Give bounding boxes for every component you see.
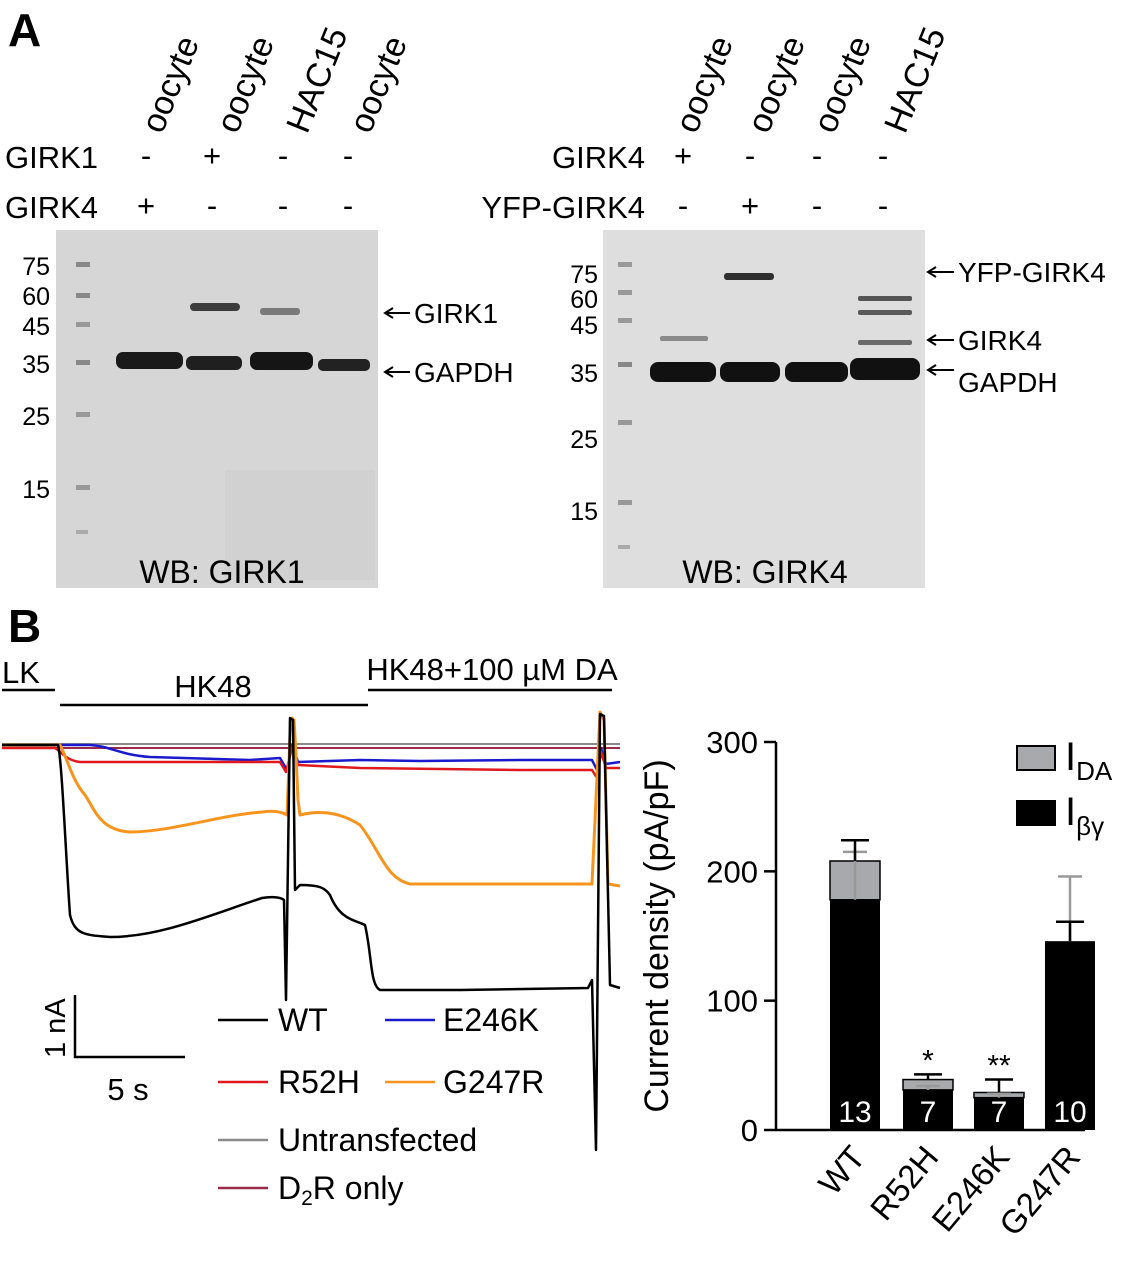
bar-ibg xyxy=(1045,941,1095,1130)
sign: - xyxy=(278,188,288,223)
sign: - xyxy=(812,138,822,173)
marker-label: 75 xyxy=(22,253,50,281)
panel-a-label: A xyxy=(8,4,41,56)
left-row-label-girk1: GIRK1 xyxy=(5,140,98,175)
sign: - xyxy=(343,188,353,223)
marker-label: 15 xyxy=(22,476,50,504)
legend-swatch xyxy=(1016,800,1056,826)
n-label: 7 xyxy=(920,1096,937,1129)
band-label-gapdh: GAPDH xyxy=(958,367,1058,398)
legend-swatch xyxy=(1016,745,1056,771)
current-traces xyxy=(2,710,621,1152)
legend-d2r-only: D2R only xyxy=(278,1170,404,1210)
right-row-label-yfp-girk4: YFP-GIRK4 xyxy=(481,190,645,225)
marker-label: 35 xyxy=(22,351,50,379)
marker-label: 45 xyxy=(22,313,50,341)
solution-hk48-da: HK48+100 µM DA xyxy=(366,652,618,687)
sign: + xyxy=(741,188,759,223)
trace-legend: WT E246K R52H G247R Untransfected D2R on… xyxy=(218,1002,544,1210)
n-label: 10 xyxy=(1053,1096,1086,1129)
marker-label: 60 xyxy=(570,286,598,314)
significance-mark: ** xyxy=(987,1050,1011,1083)
legend-g247r: G247R xyxy=(443,1064,544,1100)
sign: - xyxy=(343,138,353,173)
left-row-label-girk4: GIRK4 xyxy=(5,190,98,225)
n-label: 7 xyxy=(991,1096,1008,1129)
trace-wt xyxy=(2,712,621,1152)
left-blot: WB: GIRK1 xyxy=(56,230,378,590)
significance-mark: * xyxy=(922,1044,934,1077)
marker-label: 60 xyxy=(22,283,50,311)
legend-e246k: E246K xyxy=(443,1002,539,1038)
marker-label: 15 xyxy=(570,498,598,526)
legend-wt: WT xyxy=(278,1002,328,1038)
sign: + xyxy=(137,188,155,223)
sign: - xyxy=(678,188,688,223)
y-tick-label: 0 xyxy=(741,1113,758,1148)
marker-label: 75 xyxy=(570,261,598,289)
band-label-girk1: GIRK1 xyxy=(414,298,498,329)
solution-lk: LK xyxy=(2,655,40,690)
right-wb-label: WB: GIRK4 xyxy=(682,554,847,590)
sign: - xyxy=(878,138,888,173)
y-tick-label: 100 xyxy=(706,984,758,1019)
sign: - xyxy=(141,138,151,173)
panel-b-label: B xyxy=(8,600,41,652)
y-tick-label: 300 xyxy=(706,725,758,760)
trace-e246k xyxy=(2,743,621,772)
left-wb-label: WB: GIRK1 xyxy=(139,554,304,590)
sign: + xyxy=(203,138,221,173)
bar-ibg xyxy=(974,1097,1024,1130)
scale-current: 1 nA xyxy=(40,998,72,1058)
marker-label: 35 xyxy=(570,360,598,388)
sign: + xyxy=(674,138,692,173)
solution-hk48: HK48 xyxy=(174,669,252,704)
right-blot: WB: GIRK4 xyxy=(603,230,925,590)
sign: - xyxy=(812,188,822,223)
scale-bar xyxy=(73,995,185,1059)
marker-label: 25 xyxy=(22,403,50,431)
y-axis-label: Current density (pA/pF) xyxy=(638,759,676,1112)
band-label-gapdh: GAPDH xyxy=(414,357,514,388)
legend-untransfected: Untransfected xyxy=(278,1122,477,1158)
sign: - xyxy=(278,138,288,173)
marker-label: 25 xyxy=(570,426,598,454)
sign: - xyxy=(207,188,217,223)
trace-g247r xyxy=(2,710,621,888)
marker-label: 45 xyxy=(570,312,598,340)
legend-r52h: R52H xyxy=(278,1064,360,1100)
n-label: 13 xyxy=(838,1096,871,1129)
sign: - xyxy=(878,188,888,223)
band-label-yfp-girk4: YFP-GIRK4 xyxy=(958,257,1106,288)
right-row-label-girk4: GIRK4 xyxy=(552,140,645,175)
bar-ibg xyxy=(903,1089,953,1130)
bar-ibg xyxy=(830,899,880,1130)
sign: - xyxy=(745,138,755,173)
scale-time: 5 s xyxy=(107,1072,148,1107)
band-label-girk4: GIRK4 xyxy=(958,325,1042,356)
y-tick-label: 200 xyxy=(706,854,758,889)
